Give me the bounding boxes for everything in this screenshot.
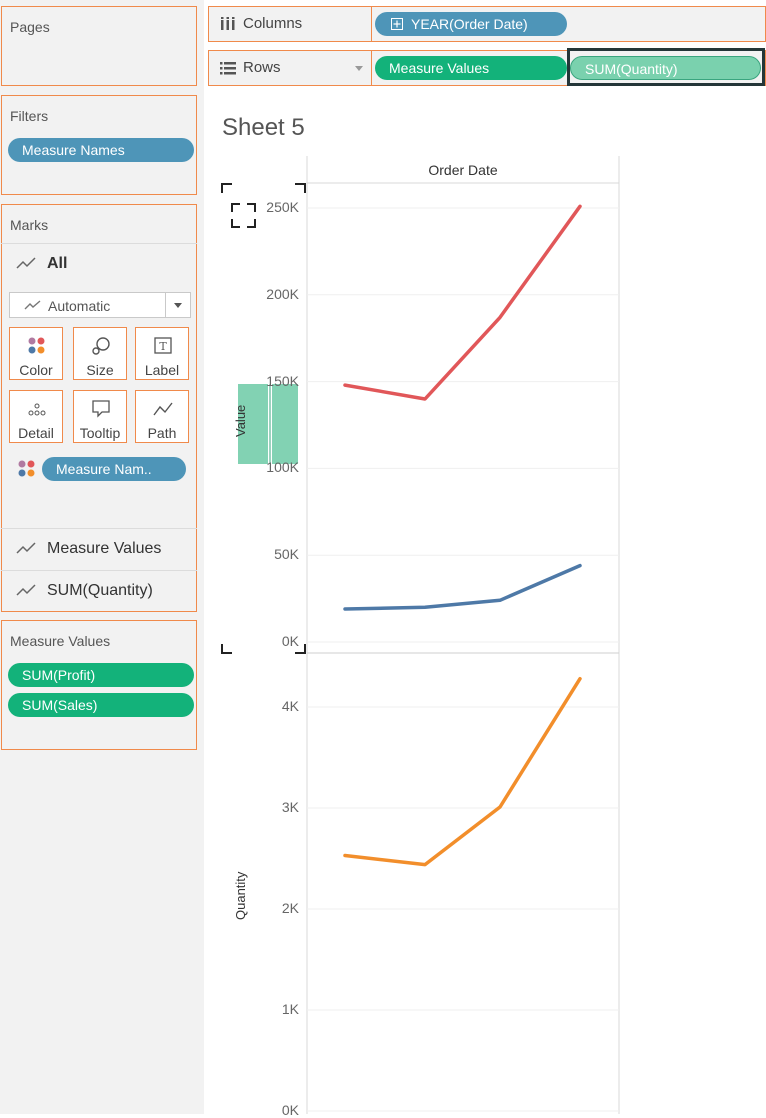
marks-card-label: Measure Values [47,540,162,557]
columns-label: Columns [243,15,303,32]
mark-type-value: Automatic [48,298,111,314]
y-tick-label: 0K [281,1102,299,1118]
worksheet-canvas[interactable] [208,94,766,1114]
selection-brackets [221,183,306,654]
marks-card-label: SUM(Quantity) [47,582,153,599]
line-chart-icon [16,542,36,554]
marks-title: Marks [10,217,49,233]
pages-title: Pages [10,19,50,35]
y-tick-label: 4K [281,698,299,714]
detail-button-label: Detail [18,425,54,441]
label-button-label: Label [144,362,180,378]
filters-card[interactable]: Filters Measure Names [1,95,197,195]
y-tick-label: 250K [266,199,299,215]
measure-pill-profit[interactable]: SUM(Profit) [8,663,194,687]
left-sidebar: Pages Filters Measure Names Marks All Au… [0,0,204,1114]
path-button-label: Path [147,425,177,441]
y-tick-label: 200K [266,285,299,302]
mark-type-dropdown[interactable]: Automatic [9,292,191,318]
svg-text:T: T [159,340,167,353]
y-tick-label: 1K [281,1001,299,1017]
size-button-label: Size [86,362,114,378]
label-button[interactable]: T Label [135,327,189,380]
size-button[interactable]: Size [73,327,127,380]
path-icon [153,402,173,416]
y-tick-label: 2K [281,900,299,916]
measure-values-title: Measure Values [10,633,111,649]
columns-shelf-label: Columns [209,7,372,41]
color-pill-measure-names[interactable]: Measure Nam.. [42,457,186,481]
axis-title-value[interactable]: Value [233,404,248,437]
filter-pill-measure-names[interactable]: Measure Names [8,138,194,162]
columns-pill-year-order-date[interactable]: YEAR(Order Date) [375,12,567,36]
detail-dots-icon [28,403,46,416]
chevron-down-icon[interactable] [355,66,363,71]
measure-pill-sales[interactable]: SUM(Sales) [8,693,194,717]
series-line-0-0[interactable] [343,204,582,401]
marks-card-sum-quantity[interactable]: SUM(Quantity) [1,570,197,611]
path-button[interactable]: Path [135,390,189,443]
columns-icon [221,17,235,30]
color-dots-icon [28,337,45,354]
rows-shelf-label: Rows [209,51,372,85]
columns-shelf[interactable]: Columns YEAR(Order Date) [208,6,766,42]
marks-all-row[interactable]: All [1,243,197,284]
drop-target-highlight [567,48,765,86]
y-tick-label: 150K [266,372,299,389]
color-dots-icon [18,460,35,477]
column-header-order-date[interactable]: Order Date [428,162,498,178]
filters-title: Filters [10,108,49,124]
rows-icon [220,62,236,75]
rows-pill-sum-quantity[interactable]: SUM(Quantity) [570,56,761,80]
line-chart-icon [16,584,36,596]
marks-all-label: All [47,255,68,272]
chart-area[interactable] [208,94,766,1114]
y-tick-label: 0K [281,633,299,649]
rows-shelf[interactable]: Rows Measure Values SUM(Quantity) [208,48,766,86]
pages-card[interactable]: Pages [1,6,197,86]
tooltip-button[interactable]: Tooltip [73,390,127,443]
tooltip-button-label: Tooltip [79,425,121,441]
color-button-label: Color [19,362,53,378]
detail-button[interactable]: Detail [9,390,63,443]
marks-card-measure-values[interactable]: Measure Values [1,528,197,569]
y-tick-label: 3K [281,799,299,815]
columns-pill-label: YEAR(Order Date) [411,16,528,32]
series-line-0-1[interactable] [343,563,582,611]
chevron-down-icon[interactable] [165,293,190,317]
expand-plus-icon[interactable] [391,18,403,30]
tooltip-icon [92,400,110,418]
series-line-1-0[interactable] [343,676,582,867]
text-label-icon: T [154,337,172,354]
measure-values-card[interactable]: Measure Values SUM(Profit) SUM(Sales) [1,620,197,750]
rows-pill-measure-values[interactable]: Measure Values [375,56,567,80]
axis-drop-handle[interactable] [238,384,298,464]
color-button[interactable]: Color [9,327,63,380]
line-chart-icon [16,257,36,269]
rows-label: Rows [243,59,281,76]
sheet-title[interactable]: Sheet 5 [222,114,305,141]
line-chart-icon [24,300,41,310]
y-tick-label: 50K [274,546,299,563]
y-tick-label: 100K [266,459,299,476]
size-icon [92,337,110,355]
